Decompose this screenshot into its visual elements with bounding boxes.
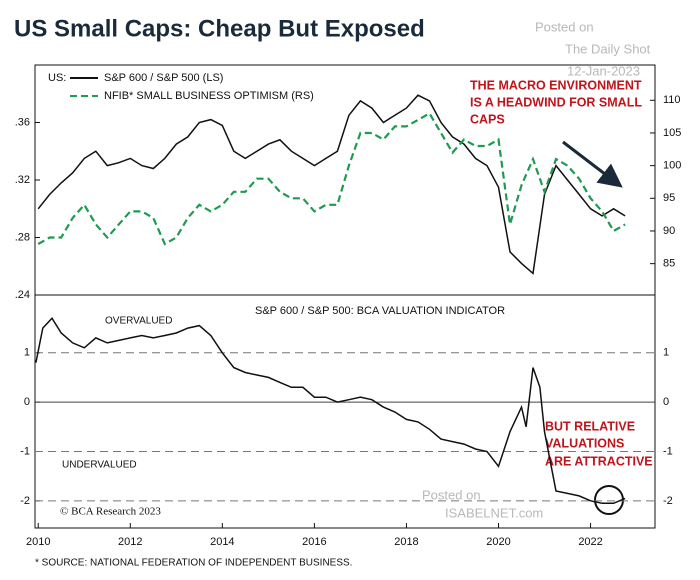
annotation: BUT RELATIVE [545,419,635,433]
watermark: ISABELNET.com [445,505,543,520]
y2-tick-label: 85 [663,258,675,270]
y2-tick-label: 105 [663,127,681,139]
x-tick-label: 2014 [210,536,234,548]
annotation: VALUATIONS [545,436,624,450]
data-line [37,111,626,246]
arrow [562,140,623,188]
x-tick-label: 2020 [486,536,510,548]
watermark: 12-Jan-2023 [567,63,640,78]
legend-title: US: [48,72,66,84]
y2-tick-label: 100 [663,160,681,172]
y-tick-label: -1 [663,445,673,457]
y-tick-label: -2 [663,495,673,507]
annotation: ARE ATTRACTIVE [545,454,653,468]
y2-tick-label: 90 [663,225,675,237]
y-tick-label: 1 [663,347,669,359]
credit: © BCA Research 2023 [60,506,161,518]
label: OVERVALUED [105,316,172,327]
watermark: Posted on [535,19,594,34]
x-tick-label: 2010 [26,536,50,548]
y-tick-label: -2 [20,495,30,507]
y-tick-label: .32 [15,174,30,186]
y-tick-label: 0 [663,396,669,408]
footer: * SOURCE: NATIONAL FEDERATION OF INDEPEN… [35,558,352,569]
watermark: Posted on [422,487,481,502]
x-tick-label: 2012 [118,536,142,548]
y-tick-label: .36 [15,116,30,128]
data-line [37,94,626,275]
x-tick-label: 2018 [394,536,418,548]
annotation: CAPS [470,112,505,126]
y-tick-label: .24 [15,289,30,301]
y-tick-label: -1 [20,445,30,457]
y-tick-label: 0 [24,396,30,408]
y2-tick-label: 110 [663,94,681,106]
chart-title: US Small Caps: Cheap But Exposed [14,15,425,42]
y2-tick-label: 95 [663,192,675,204]
x-tick-label: 2022 [578,536,602,548]
y-tick-label: 1 [24,347,30,359]
annotation: THE MACRO ENVIRONMENT [470,78,642,92]
data-line [35,316,626,505]
panel-title: S&P 600 / S&P 500: BCA VALUATION INDICAT… [255,305,505,317]
frame [34,64,656,529]
y-tick-label: .28 [15,231,30,243]
highlight-circle [594,485,624,515]
legend-label: NFIB* SMALL BUSINESS OPTIMISM (RS) [104,90,314,102]
annotation: IS A HEADWIND FOR SMALL [470,95,642,109]
x-tick-label: 2016 [302,536,326,548]
legend-label: S&P 600 / S&P 500 (LS) [104,72,223,84]
watermark: The Daily Shot [565,41,651,56]
label: UNDERVALUED [62,460,137,471]
